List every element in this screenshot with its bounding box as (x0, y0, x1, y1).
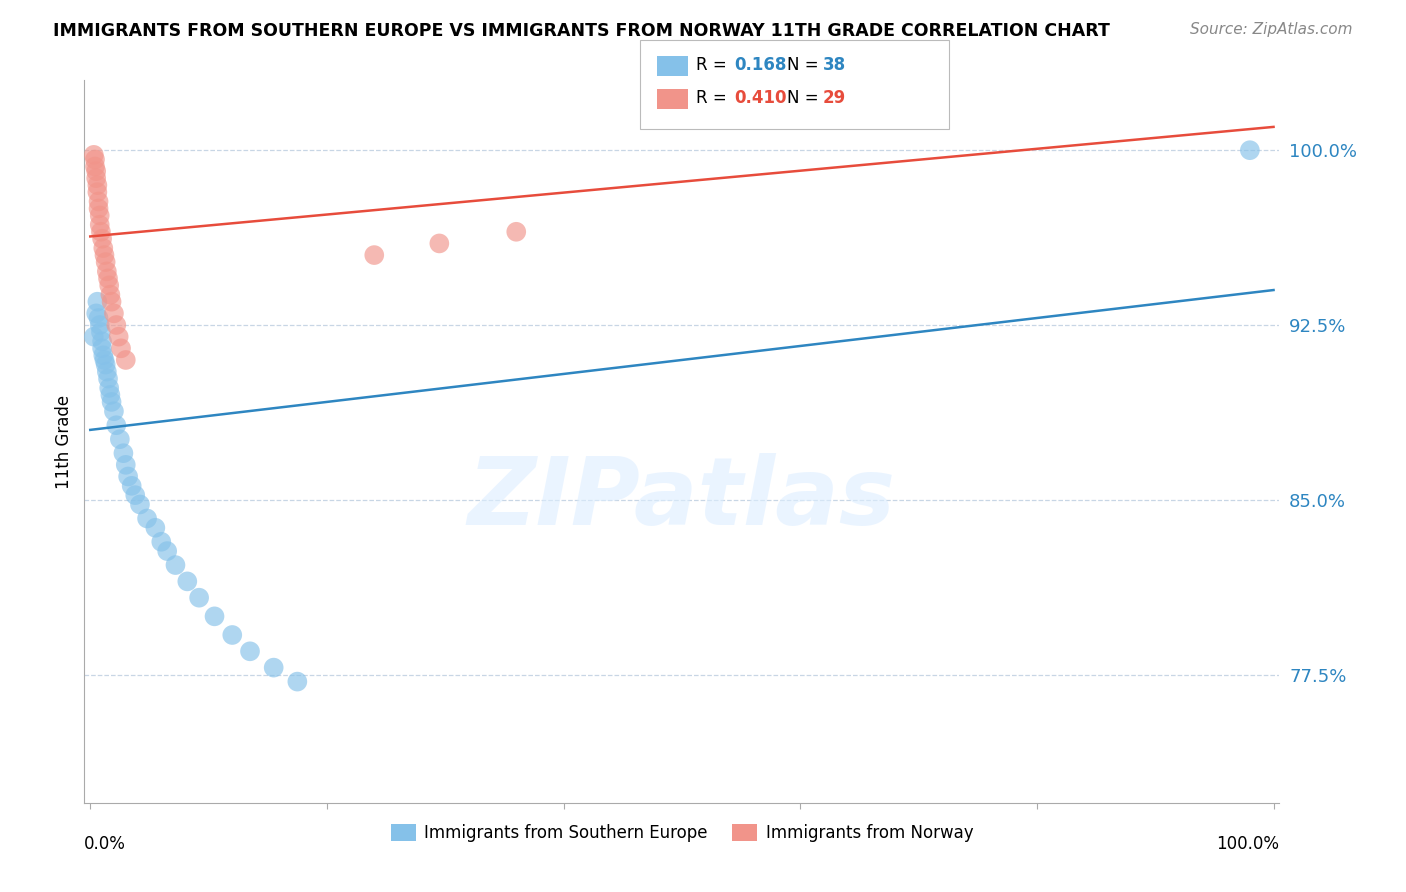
Point (89, 209, 111, 223)
Point (117, 469, 139, 483)
Point (83, 148, 105, 162)
Text: 38: 38 (823, 56, 845, 74)
Text: R =: R = (696, 56, 733, 74)
Point (89, 318, 111, 332)
Point (150, 534, 173, 549)
Point (84, 306, 107, 320)
Text: 29: 29 (823, 89, 846, 107)
Point (89, 218, 111, 232)
Point (87, 194, 110, 209)
Point (97, 271, 120, 285)
Point (136, 511, 159, 525)
Y-axis label: 11th Grade: 11th Grade (55, 394, 73, 489)
Point (97, 371, 120, 385)
Point (100, 395, 122, 409)
Point (176, 574, 198, 589)
Text: Source: ZipAtlas.com: Source: ZipAtlas.com (1189, 22, 1353, 37)
Point (263, 660, 285, 674)
Point (114, 353, 136, 368)
Point (84, 164, 107, 178)
Text: 100.0%: 100.0% (1216, 835, 1279, 854)
Point (100, 287, 122, 301)
Point (86, 294, 108, 309)
Point (96, 365, 118, 379)
Point (143, 521, 166, 535)
Point (91, 232, 114, 246)
Point (103, 306, 125, 320)
Point (221, 628, 243, 642)
Point (90, 225, 112, 239)
Text: N =: N = (787, 89, 824, 107)
Point (124, 488, 146, 502)
Text: 0.410: 0.410 (734, 89, 786, 107)
Point (105, 418, 128, 433)
Point (91, 341, 114, 355)
Point (110, 341, 132, 355)
Point (84, 171, 107, 186)
Point (94, 358, 117, 372)
Point (112, 446, 135, 460)
Point (108, 432, 131, 446)
Text: 0.168: 0.168 (734, 56, 786, 74)
Point (87, 202, 110, 216)
Point (103, 404, 125, 418)
Text: R =: R = (696, 89, 733, 107)
Point (94, 255, 117, 269)
Point (1239, 143, 1261, 157)
Point (93, 353, 115, 368)
Legend: Immigrants from Southern Europe, Immigrants from Norway: Immigrants from Southern Europe, Immigra… (384, 817, 980, 848)
Point (91, 241, 114, 255)
Point (100, 294, 122, 309)
Point (100, 388, 122, 402)
Point (86, 185, 108, 199)
Point (98, 278, 121, 293)
Point (505, 225, 527, 239)
Point (96, 264, 118, 278)
Point (93, 248, 115, 262)
Point (239, 644, 262, 658)
Point (114, 458, 136, 472)
Text: 0.0%: 0.0% (84, 835, 127, 854)
Point (91, 334, 114, 349)
Point (188, 591, 211, 605)
Point (156, 544, 179, 558)
Point (98, 381, 121, 395)
Point (285, 674, 308, 689)
Point (87, 311, 110, 326)
Point (83, 329, 105, 343)
Point (90, 325, 112, 339)
Point (363, 248, 385, 262)
Point (129, 498, 152, 512)
Point (165, 558, 187, 572)
Text: N =: N = (787, 56, 824, 74)
Point (84, 160, 107, 174)
Point (204, 609, 226, 624)
Text: IMMIGRANTS FROM SOUTHERN EUROPE VS IMMIGRANTS FROM NORWAY 11TH GRADE CORRELATION: IMMIGRANTS FROM SOUTHERN EUROPE VS IMMIG… (53, 22, 1111, 40)
Text: ZIPatlas: ZIPatlas (468, 453, 896, 545)
Point (107, 329, 129, 343)
Point (105, 318, 128, 332)
Point (86, 178, 108, 193)
Point (91, 348, 114, 362)
Point (427, 236, 450, 251)
Point (121, 479, 143, 493)
Point (84, 153, 107, 167)
